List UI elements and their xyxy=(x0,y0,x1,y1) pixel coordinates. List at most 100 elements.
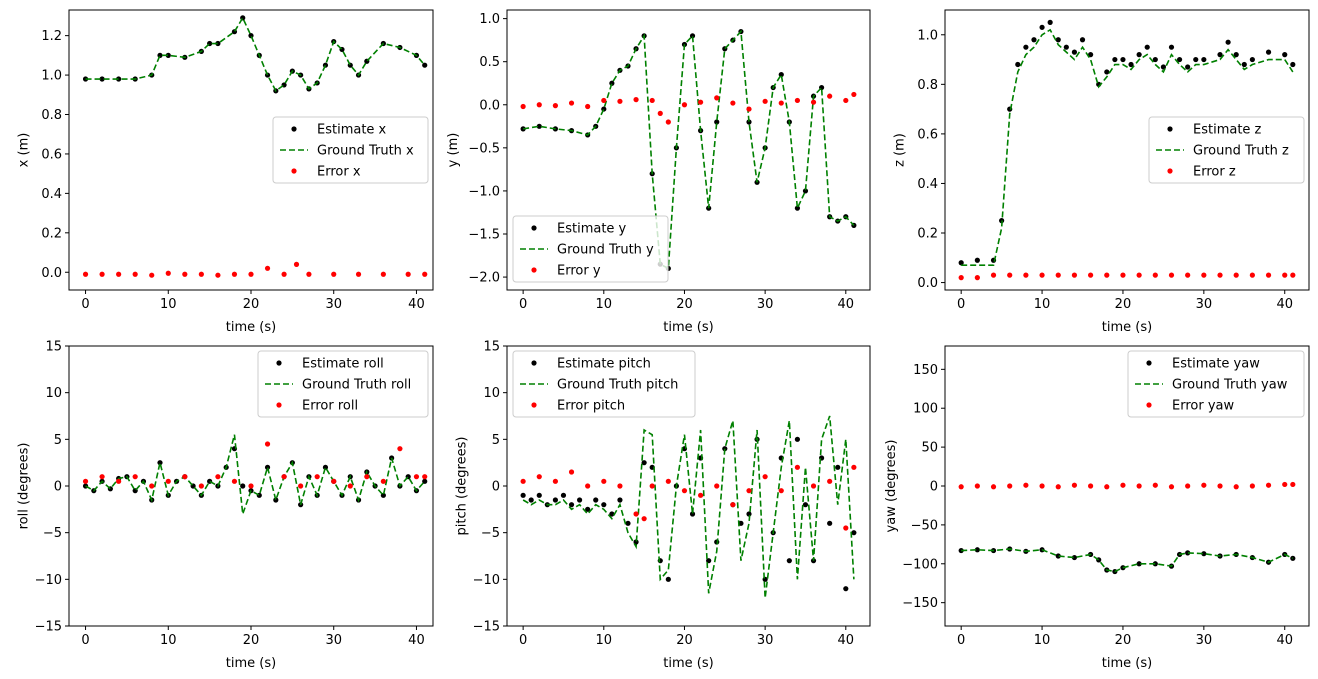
legend-entry: Error z xyxy=(1167,165,1236,180)
y-tick-label: 0.2 xyxy=(41,226,62,241)
series-ground-truth-x xyxy=(85,16,426,93)
data-point xyxy=(1233,484,1239,490)
data-point xyxy=(851,91,857,98)
y-tick-label: 1.0 xyxy=(479,12,500,27)
data-point xyxy=(422,62,428,68)
legend-entry: Ground Truth roll xyxy=(265,378,411,393)
data-point xyxy=(649,483,655,489)
data-point xyxy=(1185,272,1191,278)
x-tick-label: 20 xyxy=(676,297,693,312)
subplot-0: 0 10 20 30 40 0.0 0.2 0.4 0.6 0.8 1.0 1.2 time (s) x … xyxy=(16,9,434,335)
legend-entry: Ground Truth z xyxy=(1156,144,1289,159)
data-point xyxy=(264,265,271,271)
series-ground-truth-roll xyxy=(85,434,426,515)
y-tick-label: 0 xyxy=(930,480,938,495)
legend-label: Error y xyxy=(557,264,601,279)
data-point xyxy=(810,99,817,105)
y-tick-label: −0.5 xyxy=(468,141,500,156)
data-point xyxy=(568,469,575,475)
y-tick-label: −1.0 xyxy=(468,184,500,199)
x-tick-label: 30 xyxy=(325,297,342,312)
legend-label: Ground Truth x xyxy=(317,144,414,159)
x-tick-label: 10 xyxy=(596,297,613,312)
data-point xyxy=(1282,481,1288,488)
data-point xyxy=(182,271,188,277)
legend-marker-swatch xyxy=(531,267,537,273)
data-point xyxy=(552,103,559,109)
data-point xyxy=(1039,483,1045,489)
data-point xyxy=(1265,272,1272,278)
data-point xyxy=(568,100,575,106)
data-point xyxy=(974,547,980,553)
axes-frame xyxy=(506,9,871,291)
data-point xyxy=(240,483,246,489)
y-axis-label: pitch (degrees) xyxy=(454,437,469,536)
subplot-5: 0 10 20 30 40 −150 −100 −50 0 50 100 150 time (s) yaw… xyxy=(884,345,1310,671)
data-point xyxy=(116,76,122,82)
data-point xyxy=(794,97,801,104)
data-point xyxy=(802,502,809,508)
x-tick-label: 10 xyxy=(1034,633,1051,648)
plot-data xyxy=(82,15,428,278)
data-point xyxy=(601,97,607,104)
data-point xyxy=(585,506,591,512)
x-tick-label: 30 xyxy=(1196,297,1213,312)
data-point xyxy=(778,488,784,494)
data-point xyxy=(1152,56,1158,63)
data-point xyxy=(182,474,188,480)
x-tick-label: 20 xyxy=(243,633,260,648)
subplot-3: 0 10 20 30 40 −15 −10 −5 0 5 10 15 time (s) roll (deg… xyxy=(16,340,434,671)
data-point xyxy=(633,97,639,103)
data-point xyxy=(1217,52,1223,58)
legend-entry: Estimate z xyxy=(1167,123,1262,138)
legend-label: Error pitch xyxy=(557,399,625,414)
data-point xyxy=(165,270,171,276)
legend-box xyxy=(272,116,429,184)
series-ground-truth-pitch xyxy=(522,415,855,599)
legend-entry: Estimate x xyxy=(291,123,387,138)
y-tick-label: 0.4 xyxy=(917,177,938,192)
data-point xyxy=(657,110,663,116)
data-point xyxy=(281,271,287,277)
data-point xyxy=(1217,272,1223,278)
legend: Estimate z Ground Truth z Error z xyxy=(1148,116,1305,184)
data-point xyxy=(1120,56,1126,63)
series-error-y xyxy=(520,91,857,125)
data-point xyxy=(974,483,980,489)
data-point xyxy=(665,478,671,484)
data-point xyxy=(794,464,801,470)
data-point xyxy=(82,478,89,484)
legend-box xyxy=(512,350,696,418)
data-point xyxy=(1071,272,1078,278)
data-point xyxy=(851,464,857,470)
legend-label: Estimate pitch xyxy=(557,357,651,372)
data-point xyxy=(1071,482,1078,488)
data-point xyxy=(528,497,534,503)
data-point xyxy=(99,271,105,277)
legend-entry: Error pitch xyxy=(531,399,625,414)
y-tick-label: 1.0 xyxy=(917,28,938,43)
data-point xyxy=(1265,482,1272,488)
subplot-1: 0 10 20 30 40 −2.0 −1.5 −1.0 −0.5 0.0 0.5 1.0 time (… xyxy=(446,9,871,335)
y-axis-label: x (m) xyxy=(16,133,31,168)
legend-marker-swatch xyxy=(1146,360,1152,366)
data-point xyxy=(1290,555,1296,561)
data-point xyxy=(706,558,712,564)
x-tick-label: 20 xyxy=(243,297,260,312)
data-point xyxy=(99,474,105,480)
data-point xyxy=(1225,39,1231,45)
data-point xyxy=(609,511,615,517)
data-point xyxy=(1168,272,1175,278)
series-line xyxy=(523,29,855,270)
data-point xyxy=(974,275,980,281)
y-tick-label: 15 xyxy=(45,340,62,355)
data-point xyxy=(264,441,271,447)
data-point xyxy=(1047,19,1053,25)
x-tick-label: 40 xyxy=(1276,633,1293,648)
data-point xyxy=(198,271,204,277)
data-point xyxy=(1063,44,1069,50)
series-error-z xyxy=(958,272,1296,281)
data-point xyxy=(1039,272,1045,278)
data-point xyxy=(1023,482,1029,488)
legend-marker-swatch xyxy=(291,126,297,132)
